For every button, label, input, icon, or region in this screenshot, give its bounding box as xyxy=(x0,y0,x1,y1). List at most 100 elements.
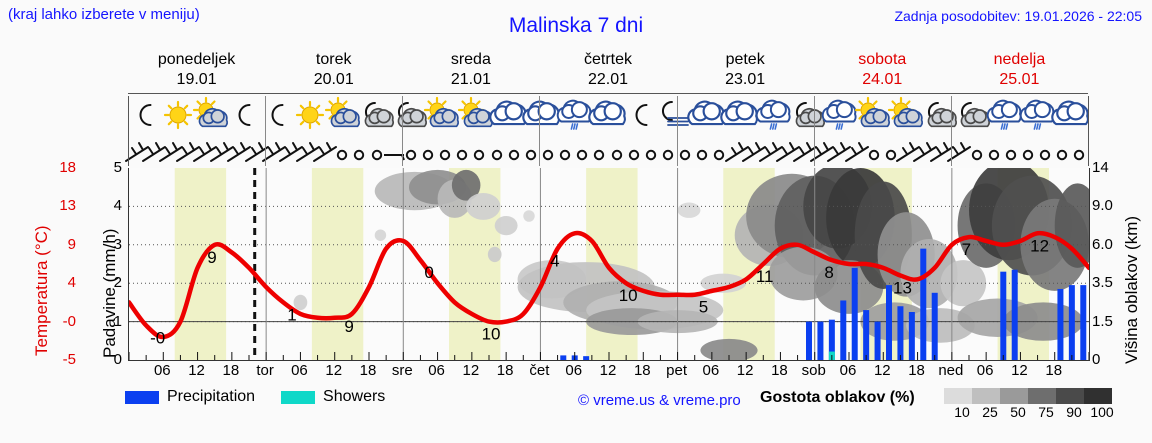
wind-calm-icon xyxy=(562,138,602,166)
day-header: sobota 24.01 xyxy=(814,50,951,92)
wind-barb-icon xyxy=(151,138,191,166)
sun-cloud-icon xyxy=(422,96,462,138)
day-header: četrtek 22.01 xyxy=(539,50,676,92)
wind-calm-icon xyxy=(459,138,499,166)
cloud-density-step xyxy=(1056,388,1084,404)
cloud-density-step-label: 10 xyxy=(954,404,970,420)
wind-calm-icon xyxy=(854,138,894,166)
wind-calm-icon xyxy=(974,138,1014,166)
x-axis-tick-label: 12 xyxy=(462,362,480,379)
cloud-density-step-label: 90 xyxy=(1066,404,1082,420)
x-axis-tick-label: sob xyxy=(801,362,826,379)
wind-calm-icon xyxy=(322,138,362,166)
day-header: petek 23.01 xyxy=(677,50,814,92)
day-separator xyxy=(539,96,541,166)
wind-barb-icon xyxy=(905,138,945,166)
wind-barb-icon xyxy=(888,138,928,166)
temperature-tick: 18 xyxy=(59,159,76,176)
precipitation-swatch xyxy=(125,390,159,404)
svg-text:0: 0 xyxy=(424,263,433,282)
wind-barb-icon xyxy=(802,138,842,166)
cloud-icon xyxy=(720,96,760,138)
wind-calm-icon xyxy=(408,138,448,166)
day-date: 25.01 xyxy=(999,71,1040,88)
cloud-density-step xyxy=(1028,388,1056,404)
day-name: nedelja xyxy=(993,51,1046,68)
cloud-icon xyxy=(488,96,529,138)
x-axis-tick-label: 12 xyxy=(736,362,754,379)
wind-calm-icon xyxy=(665,138,705,166)
copyright-label: © vreme.us & vreme.pro xyxy=(578,392,741,409)
svg-text:7: 7 xyxy=(962,240,971,259)
day-name: petek xyxy=(725,51,765,68)
precipitation-legend-label: Precipitation xyxy=(167,388,256,405)
wind-calm-icon xyxy=(699,138,739,166)
wind-calm-icon xyxy=(1059,138,1099,166)
wind-barb-strip xyxy=(124,138,1088,166)
day-header-divider xyxy=(128,93,1088,94)
cloud-icon xyxy=(1051,96,1091,138)
temperature-tick: -0 xyxy=(62,312,76,330)
x-axis-tick-label: 12 xyxy=(873,362,891,379)
cloud-density-step xyxy=(944,388,972,404)
wind-barb-icon xyxy=(751,138,791,166)
x-axis-tick-label: 18 xyxy=(222,362,240,379)
x-axis-tick-label: 06 xyxy=(291,362,308,379)
day-name: torek xyxy=(315,51,352,68)
x-axis-tick-label: 06 xyxy=(565,362,583,379)
x-axis-tick-label: pet xyxy=(666,362,687,379)
cloud-height-tick: 6.0 xyxy=(1092,235,1113,253)
day-separator xyxy=(265,96,267,166)
day-header: ponedeljek 19.01 xyxy=(128,50,265,92)
day-name: sobota xyxy=(858,51,907,68)
wind-calm-icon xyxy=(579,138,619,166)
sun-cloud-icon xyxy=(191,96,231,138)
last-update-label: Zadnja posodobitev: 19.01.2026 - 22:05 xyxy=(894,8,1142,24)
cloud-height-tick: 14 xyxy=(1092,159,1109,176)
wind-calm-icon xyxy=(545,138,585,166)
wind-barb-icon xyxy=(271,138,311,166)
svg-text:4: 4 xyxy=(550,252,559,271)
x-axis-tick-label: 06 xyxy=(702,362,720,379)
day-date: 24.01 xyxy=(862,71,903,88)
cloud-height-tick: 0 xyxy=(1092,351,1101,368)
wind-barb-icon xyxy=(305,138,345,166)
wind-calm-icon xyxy=(1025,138,1065,166)
wind-calm-icon xyxy=(648,138,688,166)
cloud-density-color-ramp xyxy=(944,388,1112,404)
x-axis-tick-label: tor xyxy=(256,362,274,379)
moon-cloud-icon xyxy=(389,96,429,138)
svg-text:8: 8 xyxy=(824,263,833,282)
cloud-height-tick: 3.5 xyxy=(1092,274,1113,292)
day-separator xyxy=(1088,96,1089,166)
x-axis-tick-label: 18 xyxy=(771,362,788,379)
day-date: 19.01 xyxy=(176,71,217,88)
temperature-axis-title: Temperatura (°C) xyxy=(32,225,51,356)
page-title: Malinska 7 dni xyxy=(508,14,644,37)
wind-calm-icon xyxy=(339,138,379,166)
cloud-icon xyxy=(588,96,628,138)
svg-text:11: 11 xyxy=(756,267,774,286)
wind-calm-icon xyxy=(631,138,671,166)
day-header: nedelja 25.01 xyxy=(951,50,1088,92)
temperature-tick: 13 xyxy=(59,197,76,215)
wind-calm-icon xyxy=(442,138,482,166)
x-axis-tick-label: čet xyxy=(529,362,550,379)
fog-icon xyxy=(654,96,694,138)
wind-barb-icon xyxy=(219,138,259,166)
wind-barb-icon xyxy=(785,138,825,166)
wind-barb-icon xyxy=(168,138,208,166)
wind-calm-icon xyxy=(871,138,911,166)
day-separator xyxy=(402,96,404,166)
x-axis-tick-label: 06 xyxy=(839,362,857,379)
day-date: 23.01 xyxy=(725,71,766,88)
svg-text:5: 5 xyxy=(699,298,708,317)
wind-barb-icon xyxy=(117,138,157,166)
wind-calm-icon xyxy=(614,138,654,166)
day-date: 21.01 xyxy=(450,71,491,88)
wind-calm-icon xyxy=(597,138,637,166)
precipitation-tick: 3 xyxy=(113,235,122,253)
day-header-strip: ponedeljek 19.01 torek 20.01 sreda 21.01… xyxy=(128,50,1088,92)
x-axis-tick-label: 18 xyxy=(496,362,514,379)
wind-barb-icon xyxy=(922,138,962,166)
